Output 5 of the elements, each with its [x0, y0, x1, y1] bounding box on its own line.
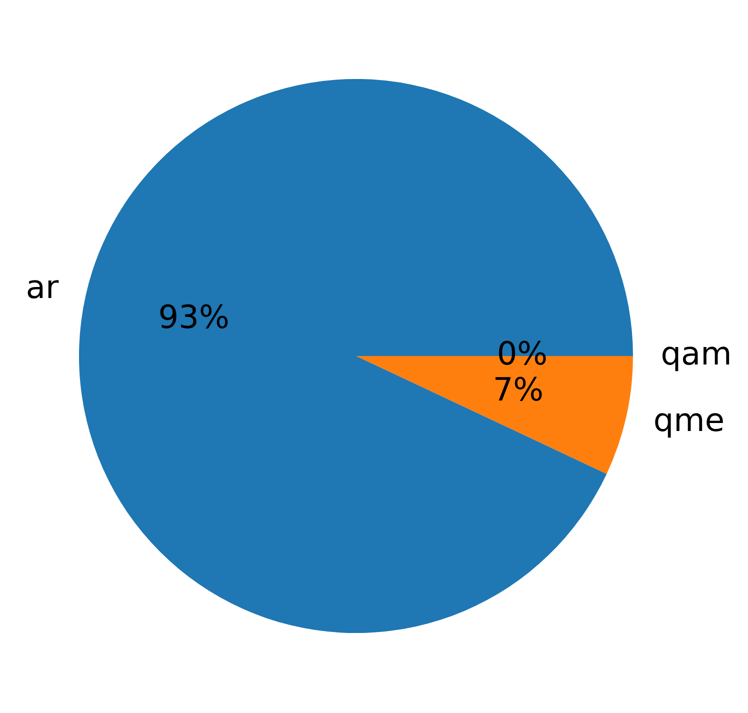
data-label: 93%	[158, 298, 230, 336]
data-label: 7%	[492, 370, 544, 409]
slice-label: qme	[653, 400, 725, 439]
category-label: qam	[660, 334, 732, 372]
slice-label: ar	[26, 268, 60, 306]
